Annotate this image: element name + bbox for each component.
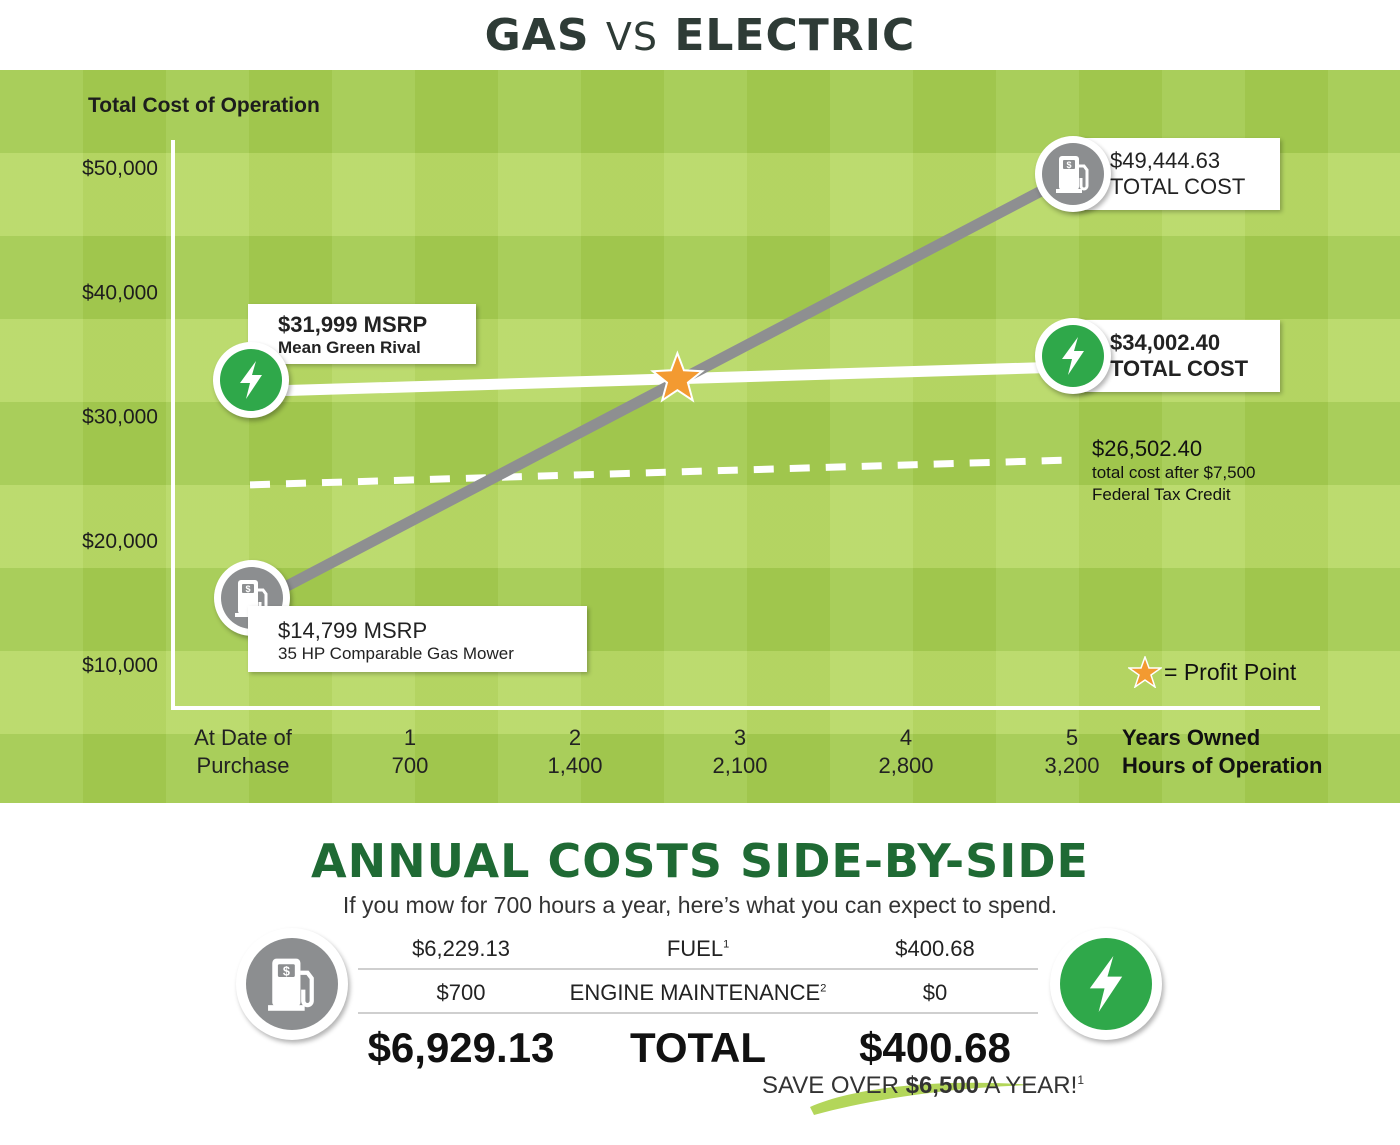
x-axis-title-hours: Hours of Operation [1122,753,1323,778]
svg-text:$: $ [283,965,290,979]
total-gas-cost: $6,929.13 [367,1024,555,1071]
lightning-bolt-icon [1050,928,1162,1040]
y-tick-label: $40,000 [82,281,158,304]
gas-end-desc: TOTAL COST [1110,174,1246,199]
fuel-gas-cost: $6,229.13 [412,936,510,961]
annual-costs-title: ANNUAL COSTS SIDE-BY-SIDE [311,834,1089,888]
tax-credit-desc-2: Federal Tax Credit [1092,485,1231,504]
x-tick-year: 4 [899,725,913,750]
star-icon [1128,656,1162,688]
svg-text:$: $ [1066,160,1071,170]
highlight-swoosh [810,1082,1035,1115]
gas-end-value: $49,444.63 [1110,148,1221,173]
y-tick-label: $20,000 [82,530,158,553]
x-label-purchase: At Date of Purchase [180,724,306,780]
lightning-bolt-icon [1035,318,1111,394]
x-label-purchase-line1: At Date of [194,725,292,750]
fuel-footnote: 1 [723,938,730,951]
table-row-maintenance: $700 ENGINE MAINTENANCE2 $0 [358,974,1038,1014]
x-tick-1: 1 700 [370,724,450,780]
x-tick-year: 1 [403,725,417,750]
x-tick-3: 3 2,100 [700,724,780,780]
tax-credit-desc-1: total cost after $7,500 [1092,463,1256,482]
gas-start-value: $14,799 MSRP [278,618,428,643]
total-row: $6,929.13 TOTAL $400.68 [358,1024,1038,1076]
electric-start-desc: Mean Green Rival [278,338,421,357]
fuel-label: FUEL1 [564,936,832,962]
x-tick-hours: 700 [391,753,429,778]
gas-cost-line [247,170,1075,611]
gas-pump-icon: $ [1035,136,1111,212]
total-electric-cost: $400.68 [859,1024,1011,1071]
electric-start-label: $31,999 MSRP Mean Green Rival [248,304,476,364]
y-tick-label: $30,000 [82,406,158,429]
annual-costs-subtitle: If you mow for 700 hours a year, here’s … [342,892,1058,918]
title-gas: GAS [484,10,590,61]
tax-credit-value: $26,502.40 [1092,436,1203,461]
x-label-purchase-line2: Purchase [196,753,290,778]
x-tick-year: 3 [733,725,747,750]
y-axis-title: Total Cost of Operation [88,94,320,117]
x-tick-year: 2 [568,725,582,750]
x-tick-2: 2 1,400 [535,724,615,780]
page-title: GAS VS ELECTRIC [0,10,1400,61]
x-tick-hours: 2,800 [878,753,934,778]
gas-start-label: $14,799 MSRP 35 HP Comparable Gas Mower [248,606,587,672]
electric-after-credit-line [249,456,1073,489]
x-axis-titles: Years Owned Hours of Operation [1122,724,1322,780]
gas-pump-icon: $ [236,928,348,1040]
electric-start-value: $31,999 MSRP [278,312,428,337]
fuel-label-text: FUEL [666,936,724,961]
savings-post: A YEAR! [979,1072,1078,1099]
profit-point-legend: = Profit Point [1128,656,1296,688]
x-tick-hours: 2,100 [712,753,768,778]
x-tick-year: 5 [1065,725,1079,750]
profit-point-star [650,350,705,403]
maintenance-gas-cost: $700 [436,980,486,1005]
maintenance-label: ENGINE MAINTENANCE2 [558,980,838,1006]
maintenance-label-text: ENGINE MAINTENANCE [569,980,821,1005]
savings-pre: SAVE OVER [762,1072,906,1099]
svg-text:$: $ [245,584,250,594]
electric-cost-line [249,361,1073,398]
total-label: TOTAL [629,1024,767,1071]
profit-point-label: = Profit Point [1164,658,1297,685]
tax-credit-annotation: $26,502.40 total cost after $7,500 Feder… [1092,436,1256,506]
title-vs: VS [605,15,658,59]
x-tick-4: 4 2,800 [866,724,946,780]
x-tick-hours: 1,400 [547,753,603,778]
x-axis-title-years: Years Owned [1122,725,1261,750]
x-tick-5: 5 3,200 [1032,724,1112,780]
lightning-bolt-icon [213,342,289,418]
title-electric: ELECTRIC [674,10,916,61]
savings-footnote: 1 [1077,1073,1084,1087]
x-tick-hours: 3,200 [1044,753,1100,778]
table-row-fuel: $6,229.13 FUEL1 $400.68 [358,930,1038,970]
cost-chart: Total Cost of Operation $50,000 $40,000 $3… [82,94,1320,710]
y-tick-label: $10,000 [82,654,158,677]
gas-start-desc: 35 HP Comparable Gas Mower [278,644,514,663]
fuel-electric-cost: $400.68 [895,936,975,961]
electric-end-value: $34,002.40 [1110,330,1221,355]
electric-end-desc: TOTAL COST [1110,356,1249,381]
y-tick-label: $50,000 [82,157,158,180]
savings-amount: $6,500 [905,1072,980,1099]
maintenance-electric-cost: $0 [922,980,948,1005]
savings-callout: SAVE OVER $6,500 A YEAR!1 [762,1072,1084,1100]
maintenance-footnote: 2 [820,982,827,995]
